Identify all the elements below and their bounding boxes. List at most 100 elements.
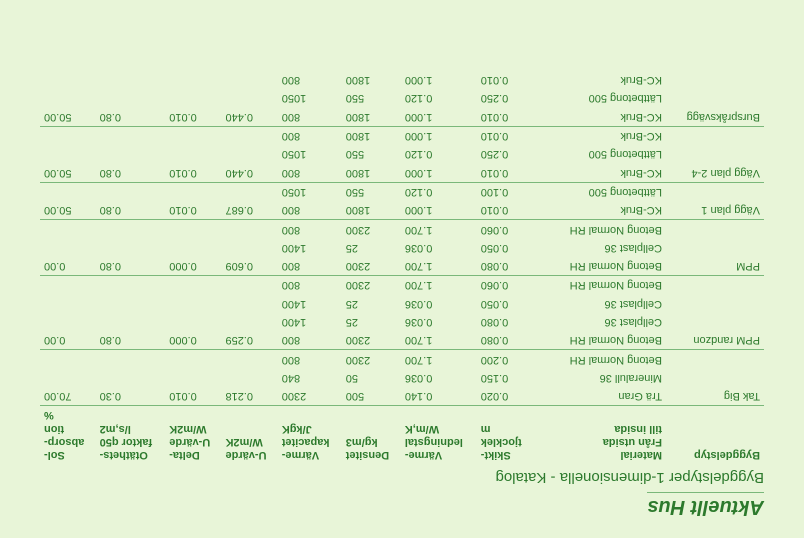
table-cell [165, 126, 221, 145]
table-cell: 0.609 [222, 257, 278, 276]
table-cell: 0.687 [222, 201, 278, 220]
table-cell: 0.250 [477, 145, 533, 163]
table-cell [40, 350, 96, 369]
th-conductivity: Värme- ledningstal W/m,K [401, 406, 477, 463]
table-cell: 800 [278, 350, 342, 369]
table-cell: 2300 [342, 276, 401, 295]
table-cell: Betong Normal RH [533, 331, 666, 350]
table-cell [222, 71, 278, 89]
table-cell: 0.80 [96, 108, 166, 127]
table-cell: 0.010 [165, 201, 221, 220]
table-cell [96, 369, 166, 387]
table-cell [40, 239, 96, 257]
table-cell: 1800 [342, 201, 401, 220]
table-cell [222, 350, 278, 369]
table-cell: 1400 [278, 313, 342, 331]
table-cell: 550 [342, 182, 401, 201]
table-cell: 550 [342, 89, 401, 107]
table-cell: 0.80 [96, 257, 166, 276]
table-cell: 2300 [342, 331, 401, 350]
table-cell [96, 276, 166, 295]
table-cell: 1.000 [401, 126, 477, 145]
th-thickness: Skikt- tjocklek m [477, 406, 533, 463]
th-uvalue: U-värde W/m2K [222, 406, 278, 463]
table-cell: 0.080 [477, 257, 533, 276]
table-cell: 0.010 [165, 163, 221, 182]
table-cell [96, 89, 166, 107]
table-cell: Cellplast 36 [533, 294, 666, 312]
table-cell: PPM randzon [666, 331, 764, 350]
table-cell: 0.080 [477, 331, 533, 350]
table-cell: 1.700 [401, 220, 477, 239]
table-cell: 0.00 [40, 331, 96, 350]
table-cell [666, 220, 764, 239]
table-cell [96, 71, 166, 89]
table-cell [96, 145, 166, 163]
th-leak: Otäthets- faktor q50 l/s,m2 [96, 406, 166, 463]
table-cell: 0.218 [222, 387, 278, 406]
table-cell [40, 71, 96, 89]
table-row: Tak BigTrä Gran0.0200.14050023000.2180.0… [40, 387, 764, 406]
table-cell [165, 89, 221, 107]
table-cell: 0.010 [477, 163, 533, 182]
table-row: Betong Normal RH0.2001.7002300800 [40, 350, 764, 369]
table-cell: Burspråksvägg [666, 108, 764, 127]
table-cell: 500 [342, 387, 401, 406]
table-cell [222, 294, 278, 312]
table-cell: 0.100 [477, 182, 533, 201]
table-cell [222, 126, 278, 145]
th-type: Byggdelstyp [666, 406, 764, 463]
table-cell: 0.200 [477, 350, 533, 369]
table-cell: Vägg plan 1 [666, 201, 764, 220]
table-cell: 1400 [278, 294, 342, 312]
table-cell: 1050 [278, 145, 342, 163]
table-cell [165, 294, 221, 312]
table-row: Cellplast 360.0500.036251400 [40, 239, 764, 257]
table-cell: 0.120 [401, 182, 477, 201]
table-cell: 50 [342, 369, 401, 387]
table-cell: 0.140 [401, 387, 477, 406]
th-material: Material Från utsida till insida [533, 406, 666, 463]
table-row: Betong Normal RH0.0601.7002300800 [40, 220, 764, 239]
table-cell: 0.010 [477, 108, 533, 127]
table-cell: 1800 [342, 163, 401, 182]
table-cell: 2300 [342, 350, 401, 369]
table-cell: 0.010 [477, 71, 533, 89]
table-cell [666, 89, 764, 107]
table-cell: 2300 [342, 257, 401, 276]
table-row: Lättbetong 5000.2500.1205501050 [40, 145, 764, 163]
th-deltau: Delta- U-värde W/m2K [165, 406, 221, 463]
table-row: Lättbetong 5000.1000.1205501050 [40, 182, 764, 201]
table-cell: 0.80 [96, 201, 166, 220]
table-cell [165, 145, 221, 163]
table-cell: 0.000 [165, 257, 221, 276]
table-cell: PPM [666, 257, 764, 276]
table-cell [96, 350, 166, 369]
table-cell: 50.00 [40, 201, 96, 220]
table-cell: KC-Bruk [533, 201, 666, 220]
catalog-table: Byggdelstyp Material Från utsida till in… [40, 71, 764, 463]
table-cell: 0.080 [477, 313, 533, 331]
table-cell [40, 294, 96, 312]
table-cell [222, 239, 278, 257]
table-row: PPM randzonBetong Normal RH0.0801.700230… [40, 331, 764, 350]
table-cell: 1.700 [401, 331, 477, 350]
table-cell: 1.700 [401, 257, 477, 276]
table-cell: 1.700 [401, 350, 477, 369]
table-cell [666, 126, 764, 145]
table-cell [666, 71, 764, 89]
table-cell: 0.80 [96, 163, 166, 182]
table-cell [40, 220, 96, 239]
table-cell: 50.00 [40, 108, 96, 127]
table-cell: 0.036 [401, 369, 477, 387]
table-cell [165, 369, 221, 387]
table-cell: 800 [278, 276, 342, 295]
table-cell: 1.000 [401, 108, 477, 127]
table-cell [40, 145, 96, 163]
table-cell: KC-Bruk [533, 71, 666, 89]
table-cell: 0.150 [477, 369, 533, 387]
table-cell: 800 [278, 71, 342, 89]
th-heatcap: Värme- kapacitet J/kgK [278, 406, 342, 463]
table-cell [96, 220, 166, 239]
table-cell: KC-Bruk [533, 163, 666, 182]
